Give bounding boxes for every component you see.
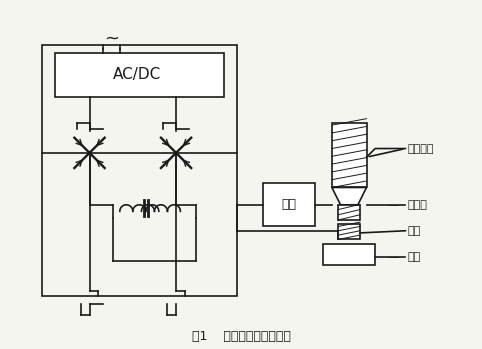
Text: ~: ~ [104, 29, 119, 47]
Polygon shape [332, 187, 366, 205]
Text: 砧座: 砧座 [408, 252, 421, 262]
Bar [55, 53, 224, 97]
Bar [338, 224, 360, 239]
Text: 静压力: 静压力 [408, 200, 428, 210]
Bar [332, 122, 366, 187]
Text: 焊件: 焊件 [408, 226, 421, 236]
Text: 声学系统: 声学系统 [408, 143, 434, 154]
Bar [323, 244, 375, 265]
Bar [338, 205, 360, 220]
Text: —: — [388, 252, 399, 262]
Text: 匹配: 匹配 [281, 198, 296, 211]
Bar [263, 183, 315, 227]
Bar [42, 45, 237, 296]
Text: —: — [388, 200, 399, 210]
Text: AC/DC: AC/DC [113, 67, 161, 82]
Text: 图1    超声波塑料焊机结构: 图1 超声波塑料焊机结构 [191, 330, 291, 343]
